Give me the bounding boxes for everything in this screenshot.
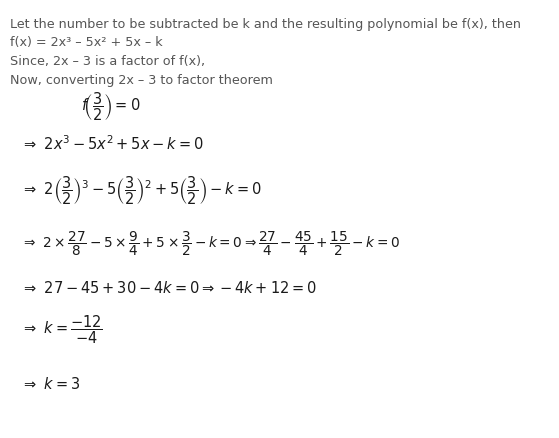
Text: $\Rightarrow\ 27 - 45 + 30 - 4k = 0 \Rightarrow -4k + 12 = 0$: $\Rightarrow\ 27 - 45 + 30 - 4k = 0 \Rig… <box>21 279 318 295</box>
Text: Let the number to be subtracted be k and the resulting polynomial be f(x), then: Let the number to be subtracted be k and… <box>10 18 521 31</box>
Text: Since, 2x – 3 is a factor of f(x),: Since, 2x – 3 is a factor of f(x), <box>10 55 205 68</box>
Text: $\Rightarrow\ 2\left(\dfrac{3}{2}\right)^{3} - 5\left(\dfrac{3}{2}\right)^{2} + : $\Rightarrow\ 2\left(\dfrac{3}{2}\right)… <box>21 174 262 207</box>
Text: $\Rightarrow\ 2x^3 - 5x^2 + 5x - k = 0$: $\Rightarrow\ 2x^3 - 5x^2 + 5x - k = 0$ <box>21 134 204 153</box>
Text: $\Rightarrow\ k = \dfrac{-12}{-4}$: $\Rightarrow\ k = \dfrac{-12}{-4}$ <box>21 313 103 346</box>
Text: Now, converting 2x – 3 to factor theorem: Now, converting 2x – 3 to factor theorem <box>10 74 273 87</box>
Text: $f\!\left(\dfrac{3}{2}\right) = 0$: $f\!\left(\dfrac{3}{2}\right) = 0$ <box>81 90 140 122</box>
Text: $\Rightarrow\ k = 3$: $\Rightarrow\ k = 3$ <box>21 375 80 391</box>
Text: $\Rightarrow\ 2 \times \dfrac{27}{8} - 5 \times \dfrac{9}{4} + 5 \times \dfrac{3: $\Rightarrow\ 2 \times \dfrac{27}{8} - 5… <box>21 229 400 257</box>
Text: f(x) = 2x³ – 5x² + 5x – k: f(x) = 2x³ – 5x² + 5x – k <box>10 36 163 49</box>
